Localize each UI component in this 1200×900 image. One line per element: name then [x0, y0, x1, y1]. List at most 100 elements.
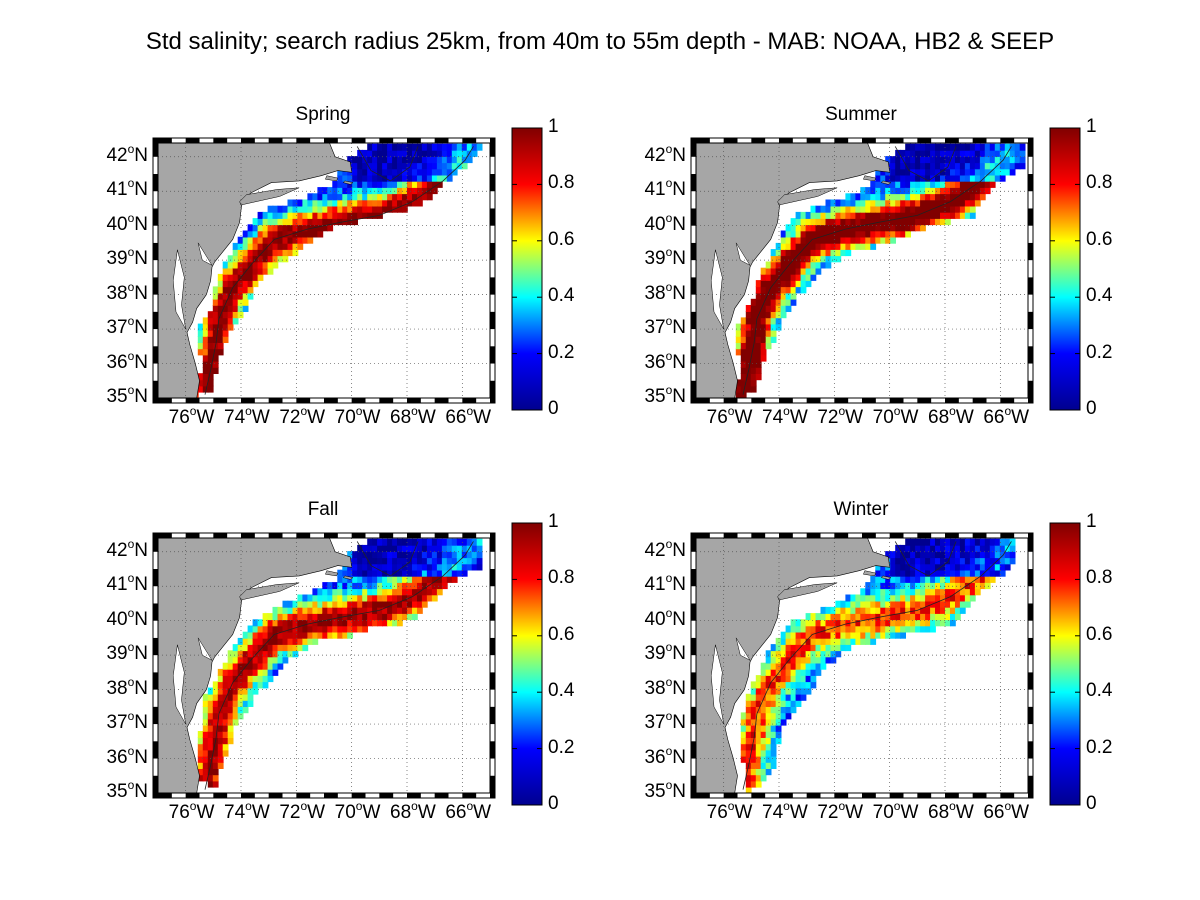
- colorbar-tick-label: 1: [548, 511, 559, 532]
- heatmap-cell: [979, 187, 986, 195]
- heatmap-cell: [959, 205, 966, 213]
- heatmap-cell: [790, 700, 797, 707]
- heatmap-cell: [207, 348, 214, 356]
- heatmap-cell: [865, 619, 872, 627]
- heatmap-cell: [780, 298, 787, 306]
- heatmap-cell: [815, 218, 822, 226]
- heatmap-cell: [397, 168, 403, 176]
- heatmap-cell: [870, 230, 877, 238]
- heatmap-cell: [436, 569, 443, 577]
- heatmap-cell: [302, 625, 309, 633]
- heatmap-cell: [885, 619, 891, 627]
- colorbar-tick-label: 0.2: [1086, 736, 1113, 758]
- heatmap-cell: [451, 168, 458, 176]
- heatmap-cell: [930, 594, 936, 602]
- heatmap-cell: [890, 193, 896, 201]
- heatmap-cell: [362, 211, 368, 219]
- heatmap-cell: [282, 600, 289, 608]
- heatmap-cell: [925, 211, 931, 219]
- heatmap-cell: [890, 563, 896, 571]
- heatmap-cell: [915, 193, 921, 201]
- heatmap-cell: [830, 230, 837, 238]
- heatmap-cell: [805, 656, 812, 664]
- heatmap-cell: [745, 737, 752, 745]
- heatmap-cell: [810, 619, 817, 627]
- heatmap-cell: [745, 774, 752, 782]
- heatmap-cell: [974, 168, 981, 176]
- heatmap-cell: [317, 613, 324, 621]
- heatmap-cell: [969, 205, 976, 213]
- heatmap-cell: [317, 606, 324, 614]
- heatmap-cell: [322, 631, 329, 639]
- lat-tick-label: 41oN: [106, 571, 148, 596]
- heatmap-cell: [905, 149, 911, 157]
- heatmap-cell: [397, 187, 403, 195]
- heatmap-cell: [317, 594, 324, 602]
- lat-tick-label: 38oN: [644, 674, 686, 699]
- heatmap-cell: [377, 187, 383, 195]
- heatmap-cell: [342, 625, 349, 633]
- heatmap-cell: [870, 193, 877, 201]
- heatmap-cell: [1004, 149, 1011, 157]
- lon-tick-label: 68oW: [928, 799, 974, 823]
- heatmap-cell: [845, 613, 852, 621]
- heatmap-cell: [327, 588, 334, 596]
- heatmap-cell: [227, 311, 234, 319]
- heatmap-cell: [940, 180, 946, 188]
- heatmap-cell: [297, 644, 304, 652]
- heatmap-cell: [825, 224, 832, 232]
- heatmap-cell: [790, 242, 797, 250]
- colorbar-spring: [511, 127, 543, 411]
- heatmap-cell: [436, 575, 443, 583]
- colorbar-tick-label: 0.8: [1086, 172, 1113, 194]
- heatmap-cell: [327, 631, 334, 639]
- heatmap-cell: [237, 286, 244, 294]
- heatmap-cell: [800, 280, 807, 288]
- heatmap-cell: [197, 385, 204, 393]
- colorbar-tick-label: 1: [1086, 116, 1097, 137]
- heatmap-cell: [875, 582, 882, 590]
- heatmap-cell: [840, 600, 847, 608]
- heatmap-cell: [257, 650, 264, 658]
- heatmap-cell: [332, 588, 339, 596]
- heatmap-cell: [247, 675, 254, 683]
- heatmap-cell: [317, 588, 324, 596]
- heatmap-cell: [979, 143, 986, 151]
- heatmap-cell: [212, 367, 219, 374]
- heatmap-cell: [765, 662, 772, 670]
- heatmap-cell: [417, 600, 423, 608]
- heatmap-cell: [865, 230, 872, 238]
- heatmap-cell: [397, 156, 403, 164]
- heatmap-cell: [212, 305, 219, 312]
- heatmap-cell: [830, 242, 837, 250]
- heatmap-cell: [217, 317, 224, 325]
- heatmap-cell: [367, 187, 373, 195]
- heatmap-cell: [920, 594, 926, 602]
- heatmap-cell: [865, 199, 872, 207]
- heatmap-cell: [337, 174, 344, 182]
- colorbar-gradient: [511, 127, 543, 411]
- heatmap-cell: [387, 600, 393, 608]
- heatmap-cell: [905, 156, 911, 164]
- heatmap-cell: [740, 373, 747, 381]
- heatmap-cell: [890, 230, 896, 238]
- heatmap-cell: [900, 187, 906, 195]
- heatmap-cell: [860, 218, 867, 226]
- heatmap-cell: [780, 242, 787, 250]
- heatmap-cell: [925, 582, 931, 590]
- heatmap-cell: [930, 149, 936, 157]
- heatmap-cell: [436, 563, 443, 571]
- heatmap-cell: [875, 600, 882, 608]
- heatmap-cell: [760, 700, 767, 707]
- heatmap-cell: [267, 650, 274, 658]
- heatmap-cell: [930, 538, 936, 546]
- heatmap-cell: [362, 162, 368, 170]
- heatmap-cell: [915, 551, 921, 559]
- heatmap-cell: [959, 143, 966, 151]
- heatmap-cell: [217, 693, 224, 701]
- heatmap-cell: [352, 600, 358, 608]
- heatmap-cell: [476, 563, 483, 571]
- heatmap-cell: [910, 569, 916, 577]
- heatmap-cell: [855, 230, 862, 238]
- heatmap-cell: [342, 594, 349, 602]
